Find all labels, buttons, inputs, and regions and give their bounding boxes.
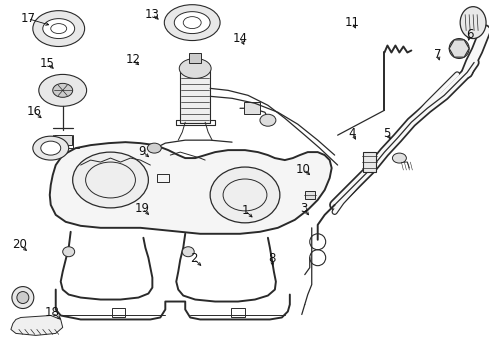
- Ellipse shape: [460, 7, 486, 39]
- Ellipse shape: [73, 152, 148, 208]
- Text: 5: 5: [383, 127, 390, 140]
- Ellipse shape: [210, 167, 280, 223]
- Text: 14: 14: [233, 32, 247, 45]
- Bar: [112, 308, 125, 317]
- Text: 8: 8: [268, 252, 275, 265]
- Polygon shape: [11, 315, 63, 336]
- Ellipse shape: [164, 5, 220, 41]
- Bar: [363, 152, 376, 172]
- Bar: [157, 174, 169, 183]
- Text: 16: 16: [26, 105, 42, 118]
- Text: 7: 7: [434, 48, 441, 61]
- Text: 9: 9: [139, 145, 146, 158]
- Bar: [231, 308, 245, 317]
- Ellipse shape: [17, 292, 29, 303]
- Bar: [180, 68, 210, 123]
- Ellipse shape: [43, 19, 74, 39]
- Ellipse shape: [63, 247, 74, 257]
- Bar: [305, 191, 315, 199]
- Text: 11: 11: [345, 16, 360, 29]
- Text: 10: 10: [296, 163, 311, 176]
- Text: 1: 1: [241, 204, 249, 217]
- Ellipse shape: [39, 75, 87, 106]
- Ellipse shape: [12, 287, 34, 309]
- Ellipse shape: [33, 136, 69, 160]
- Text: 20: 20: [12, 238, 27, 251]
- Ellipse shape: [260, 114, 276, 126]
- Text: 12: 12: [125, 53, 140, 66]
- Ellipse shape: [174, 12, 210, 33]
- Polygon shape: [50, 142, 332, 234]
- Bar: [244, 102, 260, 114]
- Ellipse shape: [392, 153, 406, 163]
- Text: 4: 4: [348, 127, 356, 140]
- Text: 15: 15: [40, 57, 55, 70]
- Text: 17: 17: [20, 12, 35, 25]
- Text: 13: 13: [145, 8, 160, 21]
- Ellipse shape: [53, 84, 73, 97]
- Ellipse shape: [33, 11, 85, 46]
- Text: 18: 18: [45, 306, 60, 319]
- Text: 2: 2: [190, 252, 197, 265]
- Ellipse shape: [41, 141, 61, 155]
- Bar: [54, 135, 72, 145]
- Ellipse shape: [182, 247, 194, 257]
- Text: 3: 3: [300, 202, 307, 215]
- Bar: [189, 54, 201, 63]
- Ellipse shape: [147, 143, 161, 153]
- Ellipse shape: [179, 58, 211, 78]
- Text: 19: 19: [135, 202, 150, 215]
- Ellipse shape: [449, 39, 469, 58]
- Text: 6: 6: [466, 28, 473, 41]
- Polygon shape: [449, 40, 469, 57]
